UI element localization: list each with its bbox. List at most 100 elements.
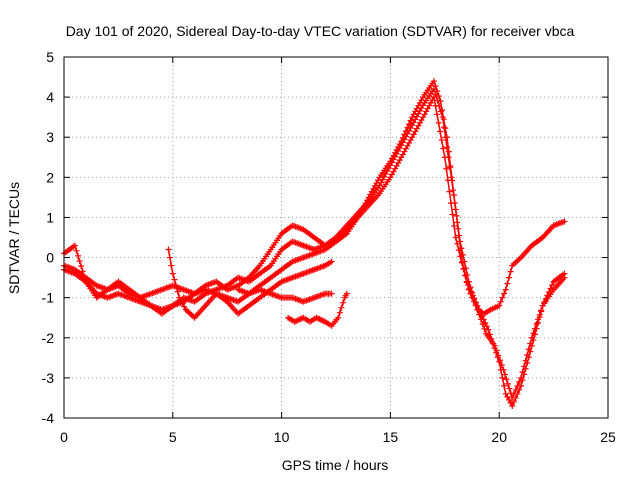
- data-point: [521, 371, 528, 378]
- data-point: [512, 394, 519, 401]
- data-point: [483, 323, 490, 330]
- data-point: [501, 382, 508, 389]
- data-point: [561, 218, 568, 225]
- data-point: [174, 288, 181, 295]
- data-point: [443, 144, 450, 151]
- data-point: [486, 331, 493, 338]
- data-point: [517, 382, 524, 389]
- data-point: [177, 297, 184, 304]
- data-point: [519, 377, 526, 384]
- data-point: [444, 177, 451, 184]
- grid: [64, 57, 608, 418]
- series-line: [63, 87, 566, 401]
- data-point: [449, 211, 456, 218]
- data-point: [406, 121, 413, 128]
- data-point: [502, 371, 509, 378]
- data-point: [440, 145, 447, 152]
- data-point: [437, 128, 444, 135]
- data-point: [165, 246, 172, 253]
- data-point: [430, 78, 437, 85]
- data-point: [445, 148, 452, 155]
- data-point: [494, 354, 501, 361]
- data-point: [505, 274, 512, 281]
- data-point: [474, 302, 481, 309]
- x-tick-label: 5: [169, 429, 177, 445]
- data-point: [168, 262, 175, 269]
- data-point: [466, 285, 473, 292]
- x-tick-label: 10: [274, 429, 290, 445]
- data-point: [493, 349, 500, 356]
- data-point: [542, 295, 549, 302]
- data-point: [547, 285, 554, 292]
- data-point: [430, 86, 437, 93]
- data-point: [501, 290, 508, 297]
- y-tick-label: 2: [46, 169, 54, 185]
- data-point: [463, 278, 470, 285]
- data-point: [74, 252, 81, 259]
- data-point: [502, 286, 509, 293]
- data-point: [166, 254, 173, 261]
- data-point: [176, 294, 183, 301]
- y-tick-label: -3: [42, 370, 55, 386]
- data-point: [539, 302, 546, 309]
- data-point: [561, 270, 568, 277]
- y-ticks: -4 -3 -2 -1 0 1 2 3 4 5: [42, 49, 608, 426]
- data-point: [535, 319, 542, 326]
- data-point: [499, 294, 506, 301]
- data-point: [407, 117, 414, 124]
- data-point: [468, 288, 475, 295]
- data-point: [533, 325, 540, 332]
- x-tick-label: 0: [60, 429, 68, 445]
- x-axis-label: GPS time / hours: [282, 457, 389, 473]
- data-point: [507, 399, 514, 406]
- x-ticks: 0 5 10 15 20 25: [60, 57, 616, 445]
- data-point: [338, 304, 345, 311]
- data-point: [450, 187, 457, 194]
- data-point: [462, 272, 469, 279]
- data-point: [503, 376, 510, 383]
- data-point: [541, 299, 548, 306]
- data-point: [504, 393, 511, 400]
- data-point: [479, 313, 486, 320]
- data-point: [516, 386, 523, 393]
- data-point: [452, 234, 459, 241]
- data-point: [469, 292, 476, 299]
- data-point: [485, 326, 492, 333]
- data-point: [451, 223, 458, 230]
- data-point: [435, 119, 442, 126]
- data-point: [78, 263, 85, 270]
- data-point: [509, 402, 516, 409]
- data-point: [488, 335, 495, 342]
- y-tick-label: 1: [46, 209, 54, 225]
- data-point: [441, 124, 448, 131]
- data-point: [477, 309, 484, 316]
- data-point: [454, 240, 461, 247]
- data-point: [465, 282, 472, 289]
- data-point: [430, 94, 437, 101]
- data-point: [528, 342, 535, 349]
- data-point: [455, 225, 462, 232]
- data-point: [504, 280, 511, 287]
- data-point: [460, 266, 467, 273]
- y-tick-label: -2: [42, 330, 55, 346]
- data-point: [516, 378, 523, 385]
- data-point: [448, 174, 455, 181]
- data-point: [169, 270, 176, 277]
- data-point: [514, 390, 521, 397]
- data-point: [536, 314, 543, 321]
- data-point: [497, 366, 504, 373]
- data-point: [71, 242, 78, 249]
- y-tick-label: 3: [46, 129, 54, 145]
- data-point: [527, 348, 534, 355]
- series-trace-3: [61, 94, 568, 409]
- data-point: [499, 374, 506, 381]
- data-point: [538, 308, 545, 315]
- data-point: [439, 114, 446, 121]
- data-point: [458, 259, 465, 266]
- data-point: [335, 314, 342, 321]
- y-tick-label: 4: [46, 89, 54, 105]
- series-trace-1: [61, 78, 568, 317]
- x-tick-label: 25: [600, 429, 616, 445]
- data-point: [472, 299, 479, 306]
- data-point: [507, 268, 514, 275]
